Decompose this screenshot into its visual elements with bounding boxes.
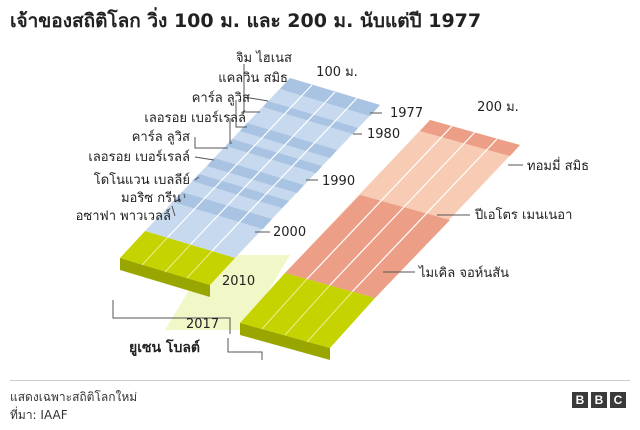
bbc-logo-letter-2: B	[591, 392, 607, 408]
footnote: แสดงเฉพาะสถิติโลกใหม่	[10, 390, 138, 404]
bolt-block-100m	[120, 231, 235, 297]
page-title: เจ้าของสถิติโลก วิ่ง 100 ม. และ 200 ม. น…	[10, 10, 482, 32]
holder-100m-1: จิม ไฮเนส	[236, 50, 293, 66]
year-label-1977: 1977	[390, 106, 423, 121]
year-label-1990: 1990	[322, 174, 355, 189]
holder-200m-1: ทอมมี่ สมิธ	[527, 157, 589, 174]
track-200m-label: 200 ม.	[477, 100, 519, 115]
holder-200m-2: ปีเอโตร เมนเนอา	[474, 207, 572, 223]
year-label-2000: 2000	[273, 225, 306, 240]
bolt-block-200m	[240, 273, 375, 360]
records-track-diagram: 100 ม. 200 ม. 1977 1980 1990 2000 2010 2…	[76, 50, 589, 360]
bolt-era-band	[165, 255, 290, 330]
holder-100m-2: แคลวิน สมิธ	[218, 71, 288, 86]
bbc-logo-letter-3: C	[610, 392, 626, 408]
leader-lines-100m	[171, 64, 269, 217]
holder-100m-9: อซาฟา พาวเวลล์	[76, 208, 171, 224]
year-label-2010: 2010	[222, 274, 255, 289]
track-200m	[285, 120, 520, 298]
source-note: ที่มา: IAAF	[10, 408, 68, 422]
holder-100m-4: เลอรอย เบอร์เรลล์	[144, 110, 246, 126]
leader-lines-200m	[383, 164, 523, 273]
footer-divider	[10, 380, 630, 381]
holder-100m-8: มอริซ กรีน	[121, 190, 181, 206]
year-ticks	[255, 112, 382, 233]
track-100m	[145, 78, 380, 258]
holder-100m-7: โดโนแวน เบลลีย์	[94, 172, 190, 188]
track-100m-label: 100 ม.	[316, 65, 358, 80]
bbc-logo-letter-1: B	[572, 392, 588, 408]
shared-holder-label: ยูเซน โบลต์	[129, 338, 200, 356]
year-label-1980: 1980	[367, 127, 400, 142]
holder-100m-3: คาร์ล ลูวิส	[192, 90, 250, 106]
holder-200m-3: ไมเคิล จอห์นสัน	[418, 265, 509, 281]
holder-100m-5: คาร์ล ลูวิส	[132, 129, 190, 145]
holder-100m-6: เลอรอย เบอร์เรลล์	[88, 149, 190, 165]
bolt-bracket	[112, 300, 263, 360]
bbc-logo: B B C	[572, 392, 626, 408]
year-label-2017: 2017	[186, 317, 219, 332]
